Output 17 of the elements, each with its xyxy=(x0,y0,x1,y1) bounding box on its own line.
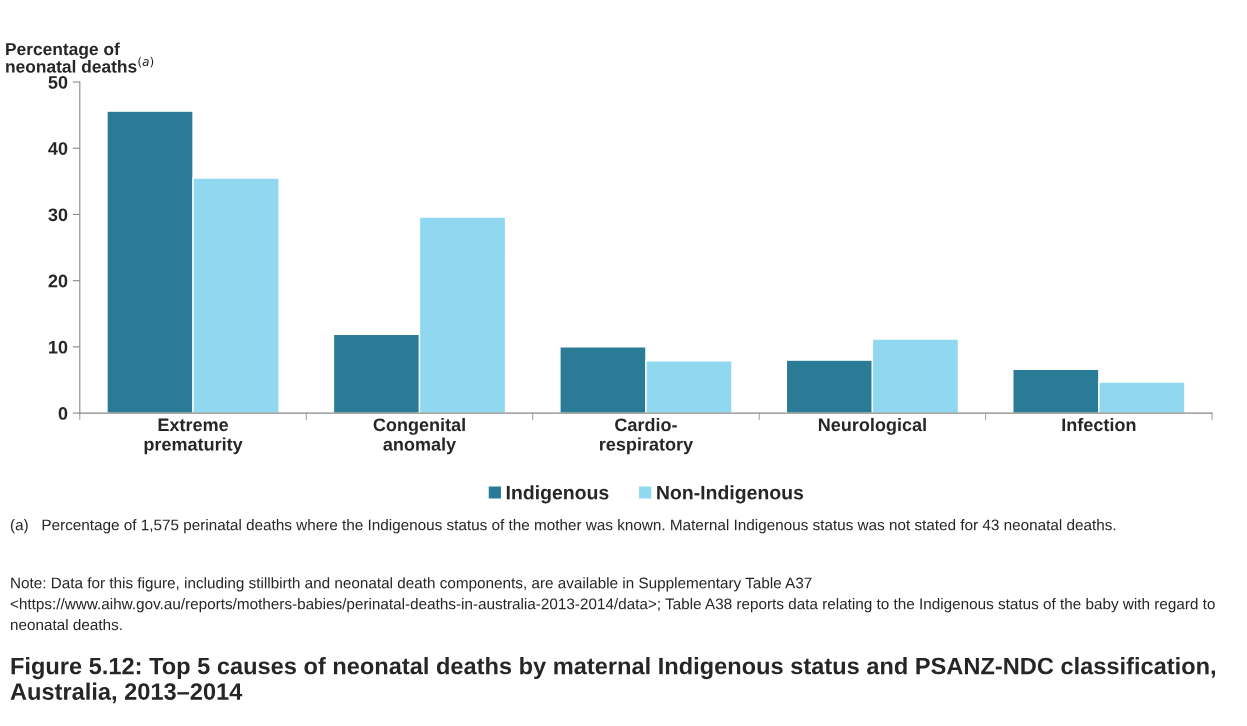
legend-label: Indigenous xyxy=(506,485,609,504)
x-tick-label: Infection xyxy=(1062,417,1136,432)
y-tick-label: 10 xyxy=(49,340,68,354)
y-tick-label: 0 xyxy=(58,407,68,420)
y-tick-label: 50 xyxy=(48,75,68,89)
legend-label: Non-Indigenous xyxy=(657,485,804,504)
x-tick-label: Congenital anomaly xyxy=(373,417,465,455)
y-axis-title: Percentage of neonatal deaths$^{(a)}$ xyxy=(6,42,154,73)
y-tick-label: 20 xyxy=(48,274,68,288)
x-tick-label: Extreme prematurity xyxy=(144,418,243,455)
x-tick-label: Cardio- respiratory xyxy=(599,417,694,455)
x-tick-label: Neurological xyxy=(818,417,926,435)
y-tick-label: 40 xyxy=(48,142,68,155)
text: Note: Data for this figure, including stillbirth and neonatal death components, are available in Supplementary Table A37 <https://www.aihw.gov.au/reports/mothers-babies/perinatal-deaths-in-australia-2013-2014/data>; Table A38 reports data relating to the Indigenous status of the baby with regard to neonatal deaths. xyxy=(10,577,1215,631)
y-tick-label: 30 xyxy=(48,208,68,222)
text: Figure 5.12: Top 5 causes of neonatal deaths by maternal Indigenous status and PSANZ-NDC classification, Australia, 2013–2014 xyxy=(10,657,1216,704)
text: (a) Percentage of 1,575 perinatal deaths where the Indigenous status of the mother was known. Maternal Indigenous status was not stated for 43 neonatal deaths. xyxy=(10,519,1116,534)
